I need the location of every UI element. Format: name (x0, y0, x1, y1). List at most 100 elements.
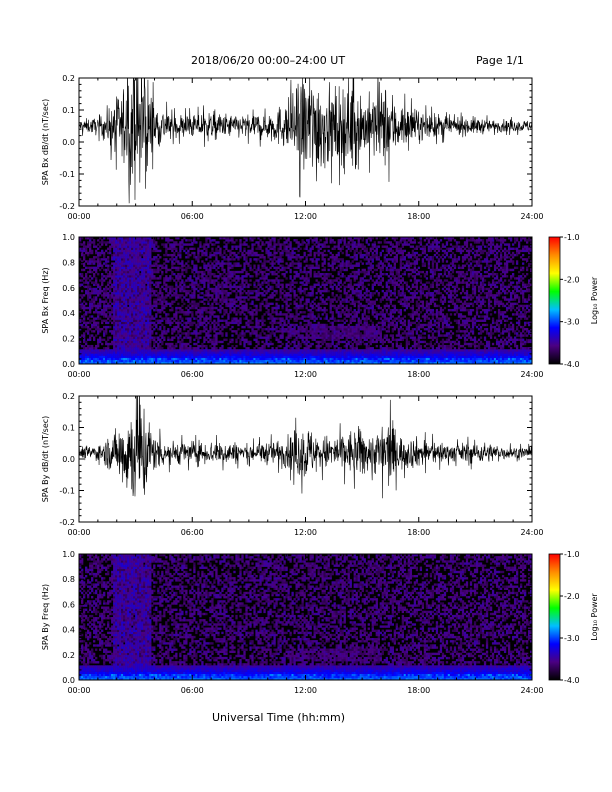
heatmap-cell (301, 351, 304, 354)
heatmap-cell (113, 243, 116, 246)
heatmap-cell (115, 355, 118, 358)
heatmap-cell (83, 359, 86, 363)
heatmap-cell (171, 332, 174, 335)
heatmap-cell (201, 300, 204, 303)
heatmap-cell (83, 249, 86, 253)
heatmap-cell (143, 344, 146, 348)
heatmap-cell (149, 245, 152, 248)
heatmap-cell (275, 355, 278, 358)
heatmap-cell (297, 266, 300, 270)
heatmap-cell (125, 298, 128, 301)
heatmap-cell (203, 251, 206, 255)
heatmap-cell (143, 245, 146, 248)
heatmap-cell (189, 275, 192, 278)
heatmap-cell (131, 313, 134, 316)
heatmap-cell (311, 334, 314, 337)
heatmap-cell (163, 258, 166, 261)
heatmap-cell (113, 302, 116, 306)
heatmap-cell (285, 308, 288, 312)
heatmap-cell (259, 277, 262, 280)
heatmap-cell (279, 317, 282, 320)
heatmap-cell (81, 334, 84, 337)
heatmap-cell (211, 249, 214, 253)
heatmap-cell (157, 260, 160, 263)
heatmap-cell (299, 321, 302, 325)
heatmap-cell (137, 294, 140, 297)
heatmap-cell (229, 262, 232, 265)
heatmap-cell (169, 239, 172, 242)
heatmap-cell (105, 355, 108, 358)
heatmap-cell (139, 287, 142, 291)
heatmap-cell (141, 292, 144, 295)
heatmap-cell (203, 245, 206, 248)
heatmap-cell (177, 332, 180, 335)
heatmap-cell (179, 340, 182, 344)
heatmap-cell (225, 279, 228, 282)
heatmap-cell (133, 338, 136, 342)
heatmap-cell (153, 256, 156, 259)
heatmap-cell (219, 262, 222, 265)
heatmap-cell (137, 270, 140, 274)
heatmap-cell (153, 275, 156, 278)
heatmap-cell (197, 272, 200, 276)
heatmap-cell (209, 311, 212, 314)
heatmap-cell (171, 243, 174, 246)
heatmap-cell (103, 275, 106, 278)
heatmap-cell (311, 353, 314, 356)
heatmap-cell (233, 357, 236, 361)
heatmap-cell (215, 268, 218, 272)
heatmap-cell (175, 294, 178, 297)
heatmap-cell (309, 357, 312, 361)
heatmap-cell (133, 357, 136, 361)
heatmap-cell (113, 357, 116, 361)
heatmap-cell (217, 289, 220, 293)
heatmap-cell (163, 330, 166, 333)
heatmap-cell (181, 243, 184, 246)
heatmap-cell (293, 270, 296, 274)
heatmap-cell (127, 308, 130, 312)
heatmap-cell (301, 256, 304, 259)
heatmap-cell (201, 361, 204, 365)
heatmap-cell (221, 296, 224, 299)
heatmap-cell (183, 313, 186, 316)
heatmap-cell (251, 292, 254, 295)
heatmap-cell (251, 249, 254, 253)
heatmap-cell (207, 300, 210, 303)
heatmap-cell (171, 359, 174, 363)
heatmap-cell (231, 256, 234, 259)
heatmap-cell (287, 325, 290, 329)
heatmap-cell (251, 302, 254, 306)
heatmap-cell (237, 359, 240, 363)
heatmap-cell (117, 311, 120, 314)
heatmap-cell (323, 283, 326, 286)
heatmap-cell (115, 270, 118, 274)
heatmap-cell (175, 321, 178, 325)
heatmap-cell (297, 287, 300, 291)
heatmap-cell (109, 300, 112, 303)
heatmap-cell (231, 279, 234, 282)
heatmap-cell (117, 313, 120, 316)
heatmap-cell (207, 292, 210, 295)
heatmap-cell (147, 256, 150, 259)
heatmap-cell (149, 313, 152, 316)
heatmap-cell (203, 302, 206, 306)
heatmap-cell (161, 264, 164, 267)
heatmap-cell (101, 279, 104, 282)
heatmap-cell (295, 353, 298, 356)
heatmap-cell (307, 353, 310, 356)
heatmap-cell (309, 251, 312, 255)
heatmap-cell (291, 279, 294, 282)
heatmap-cell (119, 245, 122, 248)
heatmap-cell (187, 317, 190, 320)
heatmap-cell (269, 342, 272, 346)
heatmap-cell (245, 349, 248, 352)
heatmap-cell (261, 287, 264, 291)
heatmap-cell (199, 330, 202, 333)
heatmap-cell (119, 277, 122, 280)
heatmap-cell (261, 277, 264, 280)
heatmap-cell (169, 349, 172, 352)
heatmap-cell (287, 239, 290, 242)
heatmap-cell (137, 283, 140, 286)
heatmap-cell (79, 359, 82, 363)
heatmap-cell (291, 361, 294, 365)
